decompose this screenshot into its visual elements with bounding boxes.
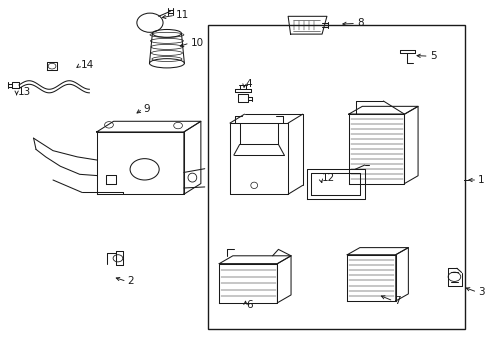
Text: 1: 1 bbox=[477, 175, 484, 185]
Text: 14: 14 bbox=[81, 60, 94, 71]
Text: 9: 9 bbox=[143, 104, 150, 114]
Text: 7: 7 bbox=[393, 296, 400, 306]
Text: 3: 3 bbox=[477, 287, 484, 297]
Text: 12: 12 bbox=[321, 173, 334, 183]
Text: 10: 10 bbox=[190, 38, 203, 48]
Text: 4: 4 bbox=[245, 79, 252, 89]
Text: 13: 13 bbox=[18, 87, 31, 97]
Text: 11: 11 bbox=[176, 10, 189, 20]
Text: 8: 8 bbox=[356, 18, 363, 28]
Text: 5: 5 bbox=[429, 51, 435, 61]
Text: 2: 2 bbox=[127, 276, 134, 287]
Bar bbox=[208, 25, 464, 329]
Text: 6: 6 bbox=[246, 300, 253, 310]
